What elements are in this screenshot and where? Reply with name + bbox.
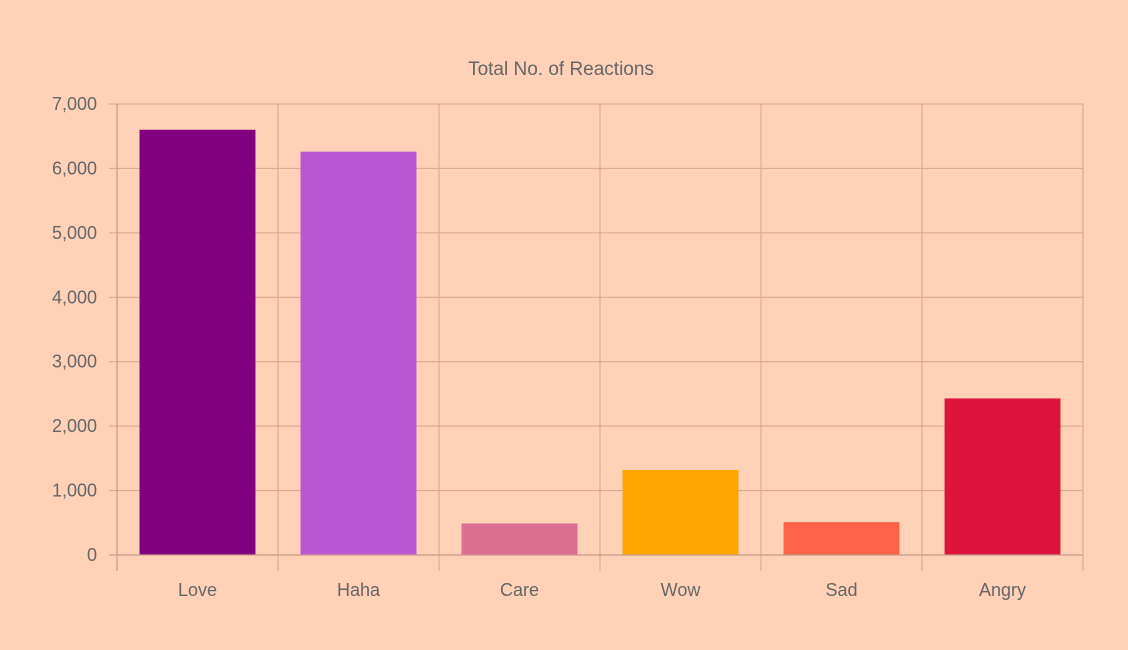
bar-sad <box>783 522 900 555</box>
y-tick-label: 7,000 <box>52 94 97 114</box>
chart-title: Total No. of Reactions <box>468 59 654 80</box>
bar-wow <box>622 469 739 555</box>
x-tick-label: Angry <box>979 580 1026 600</box>
y-tick-label: 3,000 <box>52 352 97 372</box>
y-tick-label: 6,000 <box>52 158 97 178</box>
bar-care <box>461 523 578 555</box>
y-tick-label: 4,000 <box>52 287 97 307</box>
x-tick-label: Haha <box>337 580 381 600</box>
axes <box>109 104 1083 571</box>
y-tick-label: 1,000 <box>52 481 97 501</box>
y-tick-label: 5,000 <box>52 223 97 243</box>
y-tick-label: 2,000 <box>52 416 97 436</box>
x-tick-label: Love <box>178 580 217 600</box>
tick-labels: 0 1,000 2,000 3,000 4,000 5,000 6,000 7,000 Love… <box>52 94 1026 600</box>
x-tick-label: Care <box>500 580 539 600</box>
bar-angry <box>944 398 1061 555</box>
y-tick-label: 0 <box>87 545 97 565</box>
bar-haha <box>300 151 417 556</box>
bar-love <box>139 129 256 555</box>
bars <box>139 129 1061 556</box>
x-tick-label: Wow <box>661 580 702 600</box>
x-tick-label: Sad <box>825 580 857 600</box>
